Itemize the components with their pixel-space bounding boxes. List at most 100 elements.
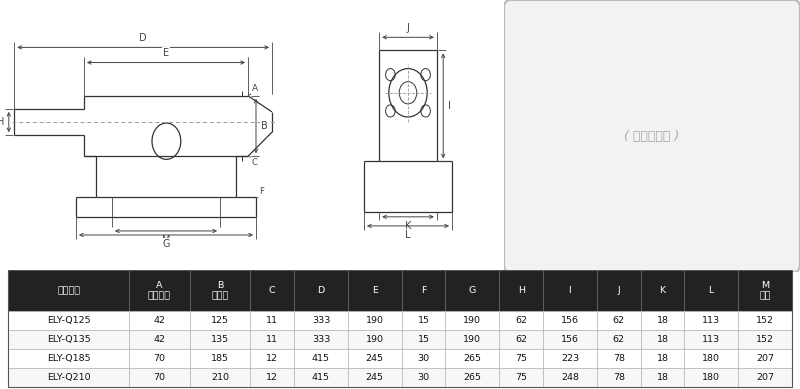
Bar bbox=[8, 330, 129, 349]
Bar bbox=[129, 310, 190, 330]
Bar bbox=[294, 330, 348, 349]
Bar bbox=[402, 310, 446, 330]
Text: 333: 333 bbox=[312, 315, 330, 325]
Text: 11: 11 bbox=[266, 315, 278, 325]
Text: 415: 415 bbox=[312, 373, 330, 382]
Text: I: I bbox=[569, 286, 571, 295]
Bar bbox=[738, 368, 792, 387]
Text: 113: 113 bbox=[702, 335, 720, 344]
Text: H: H bbox=[0, 117, 4, 127]
Text: 265: 265 bbox=[463, 373, 482, 382]
Text: E: E bbox=[372, 286, 378, 295]
Text: 18: 18 bbox=[657, 354, 669, 363]
Bar bbox=[499, 330, 543, 349]
Text: 245: 245 bbox=[366, 373, 384, 382]
Bar bbox=[543, 330, 597, 349]
Bar bbox=[543, 368, 597, 387]
Text: D: D bbox=[139, 33, 147, 43]
Text: 190: 190 bbox=[463, 335, 482, 344]
Text: C: C bbox=[269, 286, 275, 295]
Bar bbox=[8, 270, 129, 310]
Bar bbox=[641, 270, 684, 310]
Bar bbox=[250, 270, 294, 310]
Text: 265: 265 bbox=[463, 354, 482, 363]
Bar bbox=[190, 270, 250, 310]
Text: 190: 190 bbox=[463, 315, 482, 325]
Bar bbox=[190, 368, 250, 387]
Text: 190: 190 bbox=[366, 335, 384, 344]
Text: J: J bbox=[618, 286, 620, 295]
Bar bbox=[348, 330, 402, 349]
Text: ELY-Q185: ELY-Q185 bbox=[46, 354, 90, 363]
Text: 30: 30 bbox=[418, 354, 430, 363]
Bar bbox=[348, 349, 402, 368]
Text: K: K bbox=[405, 221, 411, 231]
Text: 12: 12 bbox=[266, 354, 278, 363]
Text: 75: 75 bbox=[515, 354, 527, 363]
Bar bbox=[684, 270, 738, 310]
Bar bbox=[190, 349, 250, 368]
Text: 70: 70 bbox=[154, 373, 166, 382]
Text: 18: 18 bbox=[657, 315, 669, 325]
Bar bbox=[250, 330, 294, 349]
Bar bbox=[129, 349, 190, 368]
Bar bbox=[499, 349, 543, 368]
Text: 180: 180 bbox=[702, 354, 720, 363]
Text: I: I bbox=[448, 101, 451, 111]
Text: 11: 11 bbox=[266, 335, 278, 344]
Text: C: C bbox=[252, 158, 258, 167]
Bar bbox=[499, 368, 543, 387]
Bar bbox=[129, 330, 190, 349]
Bar bbox=[499, 310, 543, 330]
Text: 185: 185 bbox=[211, 354, 229, 363]
Text: M
孔距: M 孔距 bbox=[759, 281, 771, 300]
Bar bbox=[543, 310, 597, 330]
Bar bbox=[641, 349, 684, 368]
Bar bbox=[348, 310, 402, 330]
Text: 62: 62 bbox=[515, 315, 527, 325]
Text: 18: 18 bbox=[657, 373, 669, 382]
Text: 78: 78 bbox=[613, 354, 625, 363]
Bar bbox=[597, 270, 641, 310]
Bar bbox=[8, 349, 129, 368]
Text: 规格型号: 规格型号 bbox=[57, 286, 80, 295]
Text: 156: 156 bbox=[561, 335, 579, 344]
Bar bbox=[294, 368, 348, 387]
Bar bbox=[190, 330, 250, 349]
Text: 42: 42 bbox=[154, 335, 166, 344]
Text: 180: 180 bbox=[702, 373, 720, 382]
Bar bbox=[738, 310, 792, 330]
Text: 190: 190 bbox=[366, 315, 384, 325]
Text: L: L bbox=[406, 230, 410, 240]
Text: 15: 15 bbox=[418, 315, 430, 325]
Text: ELY-Q135: ELY-Q135 bbox=[46, 335, 90, 344]
Bar bbox=[641, 310, 684, 330]
Text: E: E bbox=[163, 49, 169, 58]
Text: 152: 152 bbox=[756, 335, 774, 344]
Bar bbox=[597, 330, 641, 349]
Text: ELY-Q210: ELY-Q210 bbox=[46, 373, 90, 382]
Text: 42: 42 bbox=[154, 315, 166, 325]
Text: 156: 156 bbox=[561, 315, 579, 325]
Bar bbox=[250, 310, 294, 330]
Bar bbox=[641, 368, 684, 387]
Bar bbox=[597, 368, 641, 387]
Text: 18: 18 bbox=[657, 335, 669, 344]
Bar bbox=[543, 349, 597, 368]
Text: 223: 223 bbox=[561, 354, 579, 363]
Bar bbox=[446, 270, 499, 310]
Bar bbox=[684, 330, 738, 349]
Bar bbox=[402, 330, 446, 349]
Bar bbox=[684, 368, 738, 387]
Bar bbox=[294, 270, 348, 310]
Bar bbox=[543, 270, 597, 310]
Bar bbox=[738, 330, 792, 349]
Text: 70: 70 bbox=[154, 354, 166, 363]
Bar bbox=[597, 349, 641, 368]
Text: F: F bbox=[421, 286, 426, 295]
Bar bbox=[402, 349, 446, 368]
Text: 125: 125 bbox=[211, 315, 229, 325]
Text: ELY-Q125: ELY-Q125 bbox=[46, 315, 90, 325]
Text: 62: 62 bbox=[613, 315, 625, 325]
Text: A
顶针行程: A 顶针行程 bbox=[148, 281, 171, 300]
